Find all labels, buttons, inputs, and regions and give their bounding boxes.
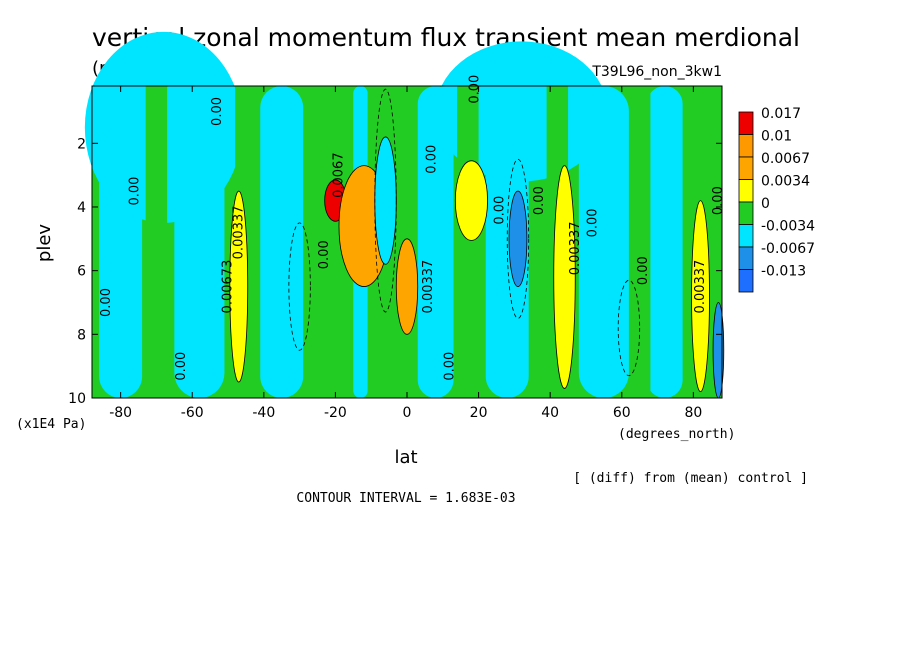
contour-label: 0.00 <box>174 352 189 381</box>
field-contour-region <box>508 190 528 287</box>
contour-label: 0.00 <box>711 186 726 215</box>
legend-swatch <box>738 201 754 225</box>
colorbar-legend: 0.017 0.01 0.0067 0.0034 0 -0.0034 -0.0067 -0.0… <box>738 106 815 293</box>
legend-swatch <box>738 134 754 158</box>
field-band-negative <box>646 86 683 398</box>
legend-label: -0.013 <box>761 264 806 280</box>
contour-label: 0.00 <box>317 240 332 269</box>
contour-interval: CONTOUR INTERVAL = 1.683E-03 <box>296 491 515 506</box>
y-tick-label: 4 <box>77 200 86 216</box>
x-tick-label: -40 <box>252 405 275 421</box>
contour-label: 0.00337 <box>421 260 436 314</box>
field-contour-region <box>553 165 576 389</box>
contour-label: 0.00673 <box>221 260 236 314</box>
legend-label: 0 <box>761 196 770 212</box>
legend-label: -0.0067 <box>761 241 815 257</box>
contour-label: 0.00 <box>425 145 440 174</box>
contour-label: 0.00 <box>210 97 225 126</box>
contour-label: 0.00 <box>636 256 651 285</box>
x-tick-label: 60 <box>613 405 631 421</box>
chart-title: vertical zonal momentum flux transient m… <box>92 23 800 52</box>
contour-label: 0.0067 <box>332 152 347 198</box>
field-band-negative <box>260 86 304 398</box>
x-tick-label: -80 <box>109 405 132 421</box>
y-axis-label: plev <box>34 224 55 263</box>
plot-area: 0.000.000.000.000.000.003370.006730.000.… <box>84 31 726 399</box>
legend-swatch <box>738 224 754 248</box>
run-label: T39L96_non_3kw1 <box>591 64 722 80</box>
x-tick-label: -20 <box>324 405 347 421</box>
contour-dashed <box>374 88 397 313</box>
legend-label: 0.017 <box>761 106 801 122</box>
y-tick-label: 6 <box>77 264 86 280</box>
x-tick-label: 0 <box>403 405 412 421</box>
y-tick-label: 2 <box>77 136 86 152</box>
field-contour-region <box>395 238 419 335</box>
contour-dashed <box>288 222 311 351</box>
x-tick-label: 80 <box>684 405 702 421</box>
contour-label: 0.00337 <box>693 260 708 314</box>
contour-label: 0.00 <box>468 75 483 104</box>
legend-swatch <box>738 179 754 203</box>
legend-label: 0.0034 <box>761 174 810 190</box>
contour-label: 0.00 <box>99 288 114 317</box>
x-tick-label: -60 <box>181 405 204 421</box>
field-contour-region <box>374 136 397 265</box>
legend-label: 0.01 <box>761 129 792 145</box>
legend-swatch <box>738 246 754 270</box>
legend-swatch <box>738 156 754 180</box>
field-band-zero <box>306 86 329 398</box>
contour-label: 0.00337 <box>568 221 583 275</box>
field-band-zero <box>145 86 168 398</box>
y-tick-label: 8 <box>77 327 86 343</box>
field-band-negative <box>578 86 629 398</box>
field-contour-region <box>454 160 488 241</box>
contour-dashed <box>617 279 641 377</box>
y-tick-label: 10 <box>68 391 86 407</box>
x-axis-units: (degrees_north) <box>618 427 735 442</box>
contour-label: 0.00337 <box>231 206 246 260</box>
contour-label: 0.00 <box>493 196 508 225</box>
contour-label: 0.00 <box>128 177 143 206</box>
legend-swatch <box>738 111 754 135</box>
legend-label: -0.0034 <box>761 219 815 235</box>
contour-label: 0.00 <box>586 208 601 237</box>
field-band-negative <box>417 86 454 398</box>
contour-label: 0.00 <box>532 186 547 215</box>
diff-note: [ (diff) from (mean) control ] <box>573 471 808 486</box>
contour-dashed <box>506 158 530 319</box>
legend-label: 0.0067 <box>761 151 810 167</box>
field-band-zero <box>628 86 651 398</box>
field-contour-region <box>229 190 249 383</box>
legend-swatch <box>738 269 754 293</box>
axes: -80 -60 -40 -20 0 20 40 60 80 2 4 6 8 10 <box>68 86 722 421</box>
field-contour-region <box>691 200 710 393</box>
y-axis-units: (x1E4 Pa) <box>16 417 86 432</box>
contour-label: 0.00 <box>443 352 458 381</box>
x-axis-label: lat <box>394 447 417 468</box>
field-band-zero <box>457 86 479 398</box>
x-tick-label: 40 <box>541 405 559 421</box>
x-tick-label: 20 <box>470 405 488 421</box>
